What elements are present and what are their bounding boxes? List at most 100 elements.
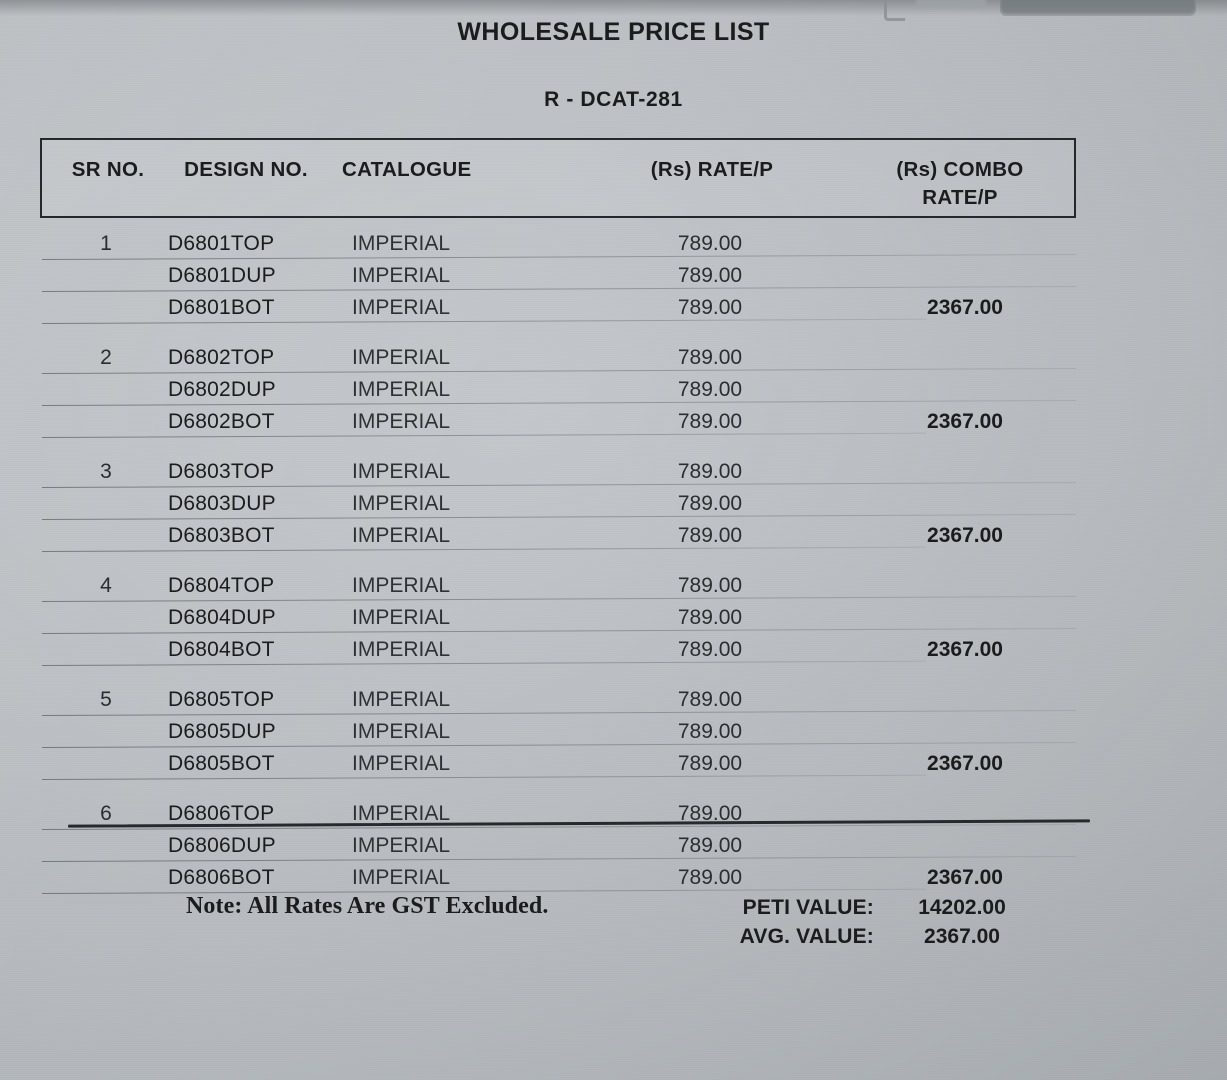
cell-sr-no: 2	[100, 346, 112, 369]
cell-design-no: D6806DUP	[168, 834, 276, 857]
cell-rate: 789.00	[677, 752, 743, 775]
table-group: 4 D6804TOP IMPERIAL 789.00 D6804DUP IMPERIAL 7…	[40, 570, 1076, 666]
cell-catalogue: IMPERIAL	[352, 232, 451, 255]
cell-rate: 789.00	[677, 720, 743, 743]
cell-design-no: D6802BOT	[168, 410, 275, 433]
table-row: 3 D6803TOP IMPERIAL 789.00	[40, 456, 1076, 488]
avg-value-amount: 2367.00	[924, 925, 1000, 948]
total-row-peti: PETI VALUE: 14202.00	[714, 893, 1044, 922]
column-header-combo-rate-line2: RATE/P	[922, 185, 998, 209]
cell-design-no: D6804TOP	[168, 574, 275, 597]
cell-sr-no: 1	[100, 232, 112, 255]
cell-rate: 789.00	[677, 638, 743, 661]
table-row: 5 D6805TOP IMPERIAL 789.00	[40, 684, 1076, 716]
cell-sr-no: 6	[100, 802, 112, 825]
cell-catalogue: IMPERIAL	[352, 606, 451, 629]
cell-rate: 789.00	[677, 492, 743, 515]
cell-catalogue: IMPERIAL	[352, 264, 451, 287]
table-body: 1 D6801TOP IMPERIAL 789.00 D6801DUP IMPERIAL 7…	[40, 228, 1076, 894]
cropped-dark-block-artifact	[1000, 0, 1196, 16]
totals-block: PETI VALUE: 14202.00 AVG. VALUE: 2367.00	[714, 893, 1044, 951]
table-row: 1 D6801TOP IMPERIAL 789.00	[40, 228, 1076, 260]
cell-rate: 789.00	[677, 574, 743, 597]
cell-rate: 789.00	[677, 834, 743, 857]
cell-rate: 789.00	[677, 296, 743, 319]
cell-design-no: D6801TOP	[168, 232, 275, 255]
cell-combo-rate: 2367.00	[927, 638, 1003, 661]
cell-combo-rate: 2367.00	[927, 410, 1003, 433]
cell-design-no: D6801BOT	[168, 296, 275, 319]
cell-catalogue: IMPERIAL	[352, 492, 451, 515]
cell-catalogue: IMPERIAL	[352, 752, 451, 775]
cell-design-no: D6805BOT	[168, 752, 275, 775]
table-group: 2 D6802TOP IMPERIAL 789.00 D6802DUP IMPERIAL 7…	[40, 342, 1076, 438]
cell-rate: 789.00	[677, 346, 743, 369]
cell-catalogue: IMPERIAL	[352, 524, 451, 547]
cell-rate: 789.00	[677, 606, 743, 629]
catalogue-reference: R - DCAT-281	[544, 88, 683, 111]
cell-catalogue: IMPERIAL	[352, 866, 451, 889]
table-row: D6804DUP IMPERIAL 789.00	[40, 602, 1076, 634]
cell-catalogue: IMPERIAL	[352, 688, 451, 711]
cell-combo-rate: 2367.00	[927, 752, 1003, 775]
table-row: D6802DUP IMPERIAL 789.00	[40, 374, 1076, 406]
cell-sr-no: 3	[100, 460, 112, 483]
cell-catalogue: IMPERIAL	[352, 802, 451, 825]
cell-rate: 789.00	[677, 232, 743, 255]
avg-value-label: AVG. VALUE:	[739, 925, 874, 948]
cell-design-no: D6806TOP	[168, 802, 275, 825]
peti-value-amount: 14202.00	[918, 896, 1006, 919]
table-row: D6805DUP IMPERIAL 789.00	[40, 716, 1076, 748]
table-group: 1 D6801TOP IMPERIAL 789.00 D6801DUP IMPERIAL 7…	[40, 228, 1076, 324]
cell-catalogue: IMPERIAL	[352, 834, 451, 857]
cropped-bracket-artifact	[884, 0, 905, 21]
cell-sr-no: 4	[100, 574, 112, 597]
cell-design-no: D6803TOP	[168, 460, 275, 483]
cell-catalogue: IMPERIAL	[352, 296, 451, 319]
cell-design-no: D6805TOP	[168, 688, 275, 711]
column-header-design-no: DESIGN NO.	[184, 158, 308, 181]
table-row: 4 D6804TOP IMPERIAL 789.00	[40, 570, 1076, 602]
column-header-rate: (Rs) RATE/P	[650, 158, 774, 181]
cell-rate: 789.00	[677, 866, 743, 889]
cell-catalogue: IMPERIAL	[352, 638, 451, 661]
cell-rate: 789.00	[677, 802, 743, 825]
cell-rate: 789.00	[677, 460, 743, 483]
page-title: WHOLESALE PRICE LIST	[457, 18, 770, 46]
table-row: 2 D6802TOP IMPERIAL 789.00	[40, 342, 1076, 374]
cell-catalogue: IMPERIAL	[352, 378, 451, 401]
cell-catalogue: IMPERIAL	[352, 346, 451, 369]
cell-design-no: D6802DUP	[168, 378, 276, 401]
cell-design-no: D6805DUP	[168, 720, 276, 743]
cell-design-no: D6803BOT	[168, 524, 275, 547]
table-group: 3 D6803TOP IMPERIAL 789.00 D6803DUP IMPERIAL 7…	[40, 456, 1076, 552]
peti-value-label: PETI VALUE:	[742, 896, 874, 919]
table-row: 6 D6806TOP IMPERIAL 789.00	[40, 798, 1076, 830]
cell-rate: 789.00	[677, 410, 743, 433]
table-row: D6801DUP IMPERIAL 789.00	[40, 260, 1076, 292]
cell-catalogue: IMPERIAL	[352, 720, 451, 743]
cell-catalogue: IMPERIAL	[352, 460, 451, 483]
column-header-combo-rate-line1: (Rs) COMBO	[896, 158, 1024, 181]
cell-catalogue: IMPERIAL	[352, 410, 451, 433]
cell-rate: 789.00	[677, 524, 743, 547]
cell-catalogue: IMPERIAL	[352, 574, 451, 597]
table-group: 6 D6806TOP IMPERIAL 789.00 D6806DUP IMPERIAL 7…	[40, 798, 1076, 894]
table-row: D6803DUP IMPERIAL 789.00	[40, 488, 1076, 520]
table-row: D6805BOT IMPERIAL 789.00 2367.00	[40, 748, 1076, 780]
cell-combo-rate: 2367.00	[927, 296, 1003, 319]
cell-rate: 789.00	[677, 264, 743, 287]
cropped-text-smudge-artifact	[916, 0, 986, 7]
cell-sr-no: 5	[100, 688, 112, 711]
table-row: D6804BOT IMPERIAL 789.00 2367.00	[40, 634, 1076, 666]
cell-design-no: D6804BOT	[168, 638, 275, 661]
cell-combo-rate: 2367.00	[927, 524, 1003, 547]
cell-rate: 789.00	[677, 688, 743, 711]
column-header-sr-no: SR NO.	[71, 158, 145, 181]
cell-design-no: D6802TOP	[168, 346, 275, 369]
total-row-avg: AVG. VALUE: 2367.00	[714, 922, 1044, 951]
cell-design-no: D6806BOT	[168, 866, 275, 889]
table-row: D6802BOT IMPERIAL 789.00 2367.00	[40, 406, 1076, 438]
price-list-table: SR NO. DESIGN NO. CATALOGUE (Rs) RATE/P …	[40, 138, 1091, 894]
